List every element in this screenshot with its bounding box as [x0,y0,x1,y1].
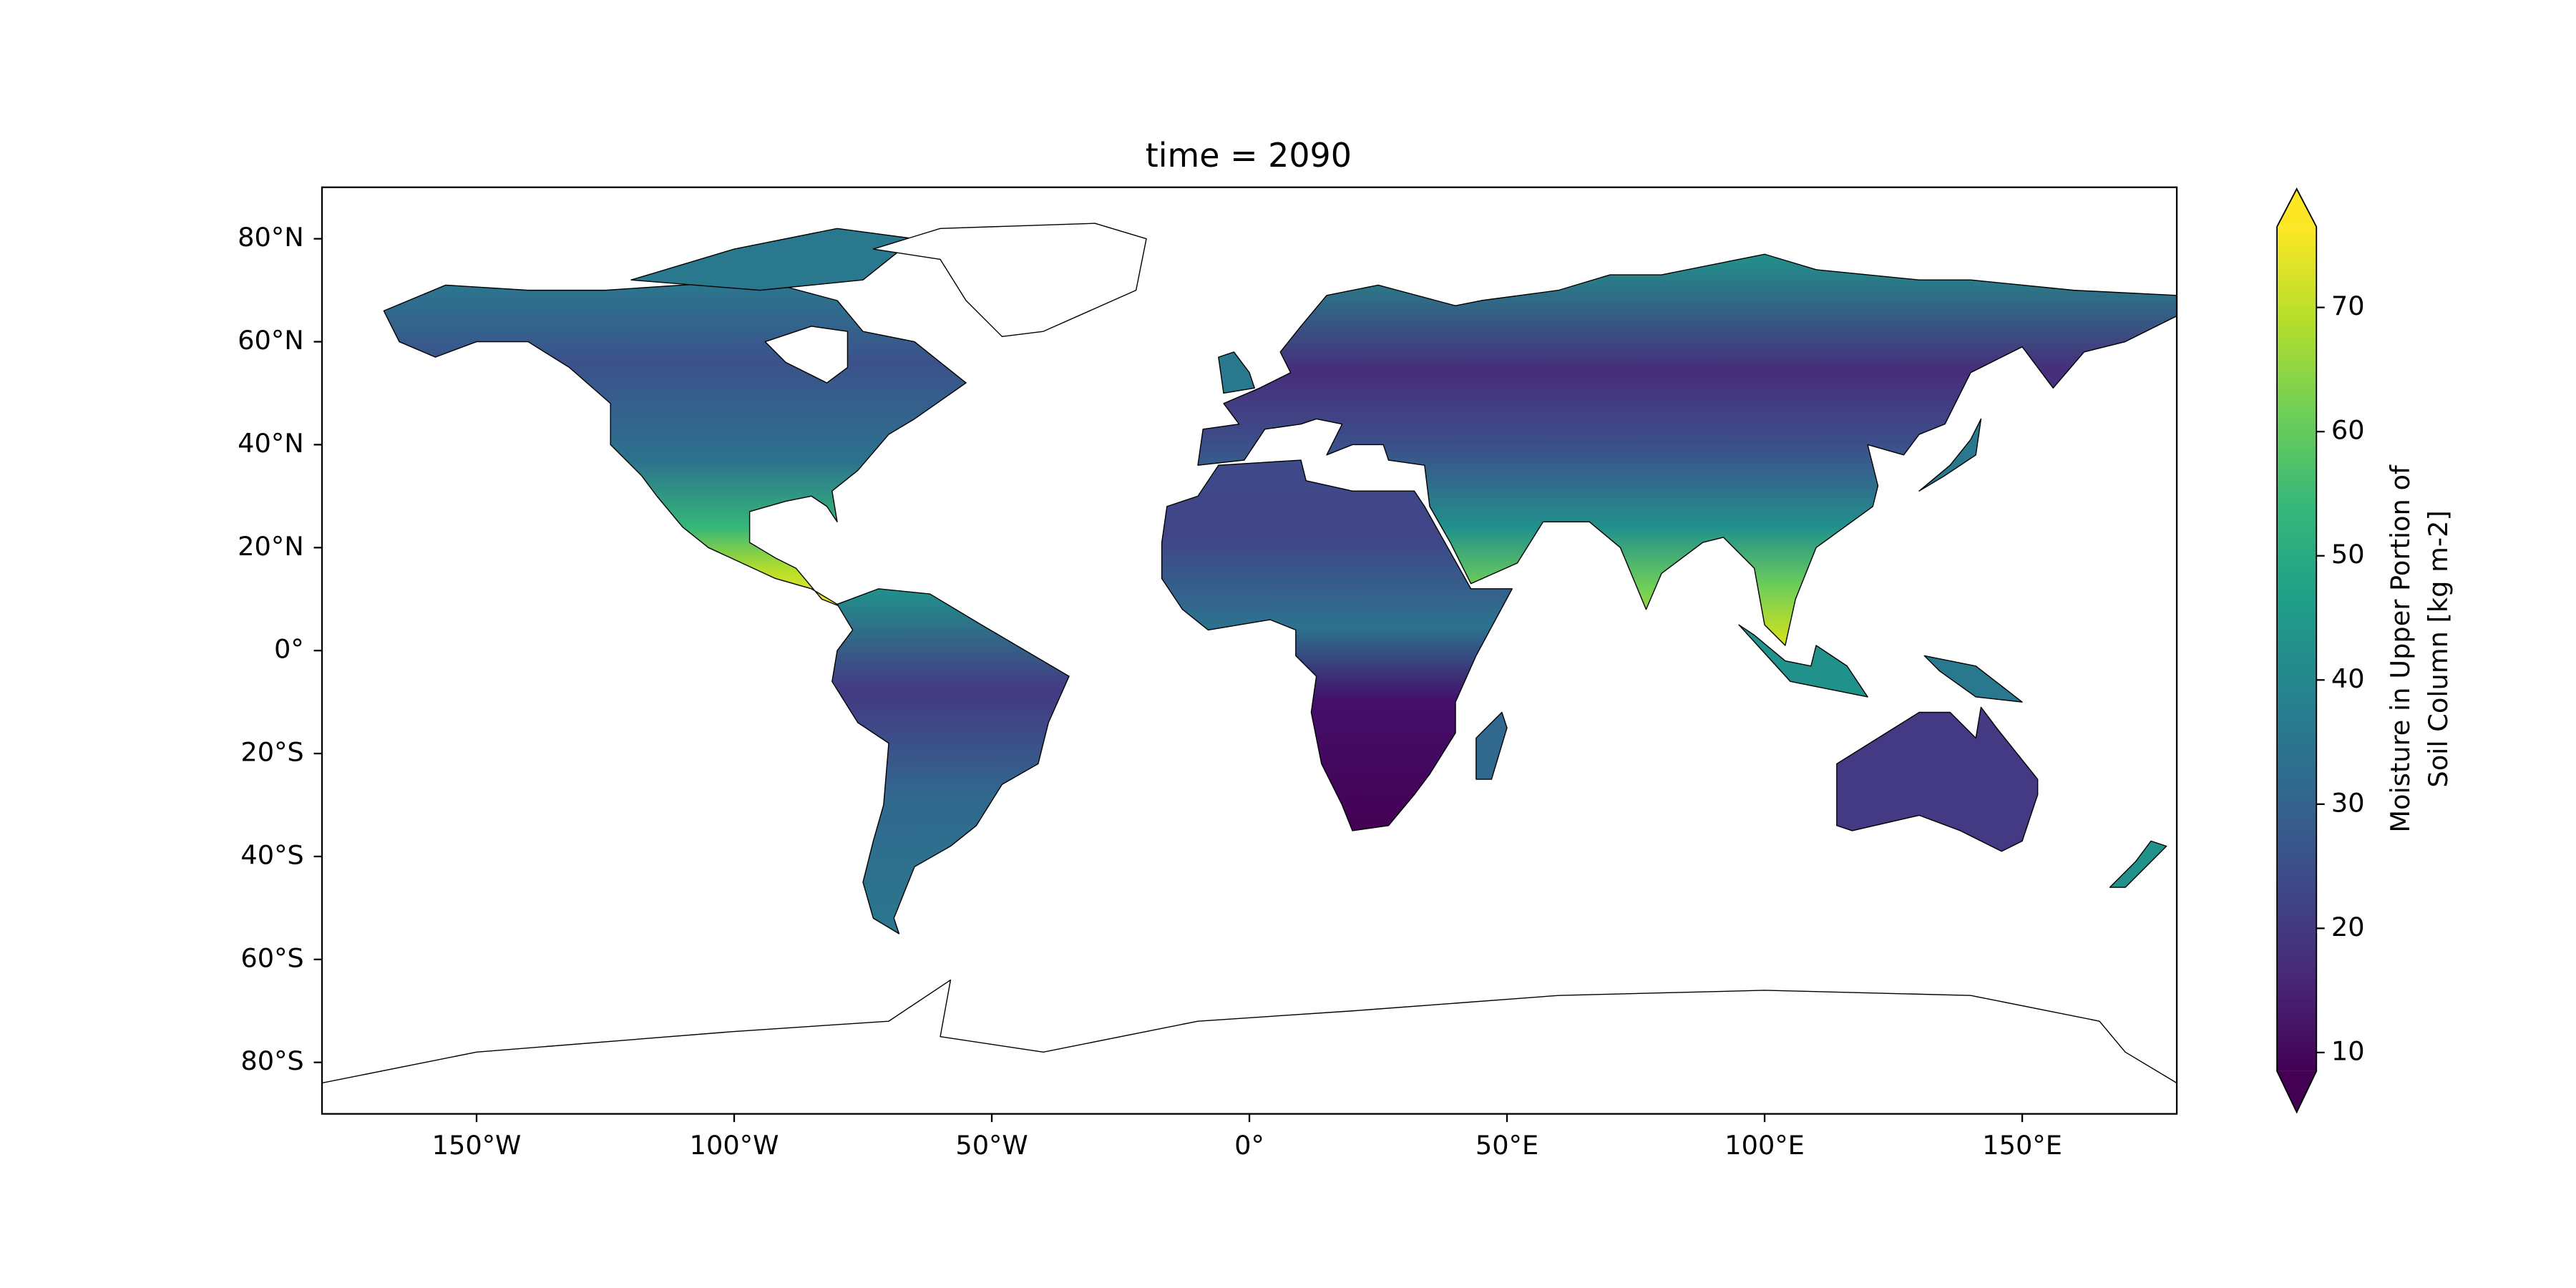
y-tick-label: 40°S [240,839,303,870]
land [322,223,2177,1083]
y-tick-label: 0° [274,634,304,665]
colorbar-extend-min [2277,1070,2317,1113]
x-tick-label: 50°W [955,1130,1028,1161]
map-title: time = 2090 [1146,136,1352,175]
y-tick-label: 20°N [238,531,304,562]
x-tick-label: 50°E [1475,1130,1538,1161]
colorbar-tick-label: 50 [2331,539,2365,570]
x-tick-label: 150°W [432,1130,522,1161]
indonesia [1739,625,1868,697]
x-tick-label: 100°E [1724,1130,1805,1161]
x-tick-label: 150°E [1982,1130,2062,1161]
australia [1837,707,2038,851]
x-tick-label: 0° [1234,1130,1264,1161]
colorbar: 10 20 30 40 50 60 70 Moisture in Upper Portion … [2276,187,2454,1114]
africa [1162,460,1513,831]
colorbar-tick-label: 10 [2331,1035,2365,1066]
new-zealand [2109,841,2166,887]
new-guinea [1924,655,2022,702]
colorbar-outline [2276,187,2318,1114]
north-america [384,280,966,609]
colorbar-body [2277,226,2317,1071]
map-area [322,223,2177,1083]
madagascar [1476,713,1507,780]
colorbar-label: Moisture in Upper Portion of [2385,464,2416,833]
y-tick-label: 60°N [238,325,304,356]
y-tick-label: 60°S [240,942,303,973]
hudson-bay [765,326,847,383]
britain [1219,352,1254,394]
x-tick-label: 100°W [690,1130,779,1161]
colorbar-tick-label: 60 [2331,415,2365,446]
colorbar-label: Soil Column [kg m-2] [2423,510,2454,787]
eurasia [1198,254,2177,645]
greenland [873,223,1146,336]
arctic-islands [631,228,914,290]
axes: 150°W 100°W 50°W 0° 50°E 100°E 150°E 80°S 60°S 40… [238,222,2062,1161]
colorbar-tick-label: 70 [2331,291,2365,321]
south-america [832,589,1069,934]
colorbar-extend-max [2277,189,2317,227]
colorbar-tick-label: 40 [2331,663,2365,694]
colorbar-tick-label: 20 [2331,912,2365,942]
antarctica [322,980,2177,1083]
y-tick-label: 20°S [240,737,303,768]
y-tick-label: 80°N [238,222,304,253]
colorbar-tick-label: 30 [2331,787,2365,818]
y-tick-label: 40°N [238,428,304,459]
y-tick-label: 80°S [240,1045,303,1076]
japan [1919,419,1981,491]
